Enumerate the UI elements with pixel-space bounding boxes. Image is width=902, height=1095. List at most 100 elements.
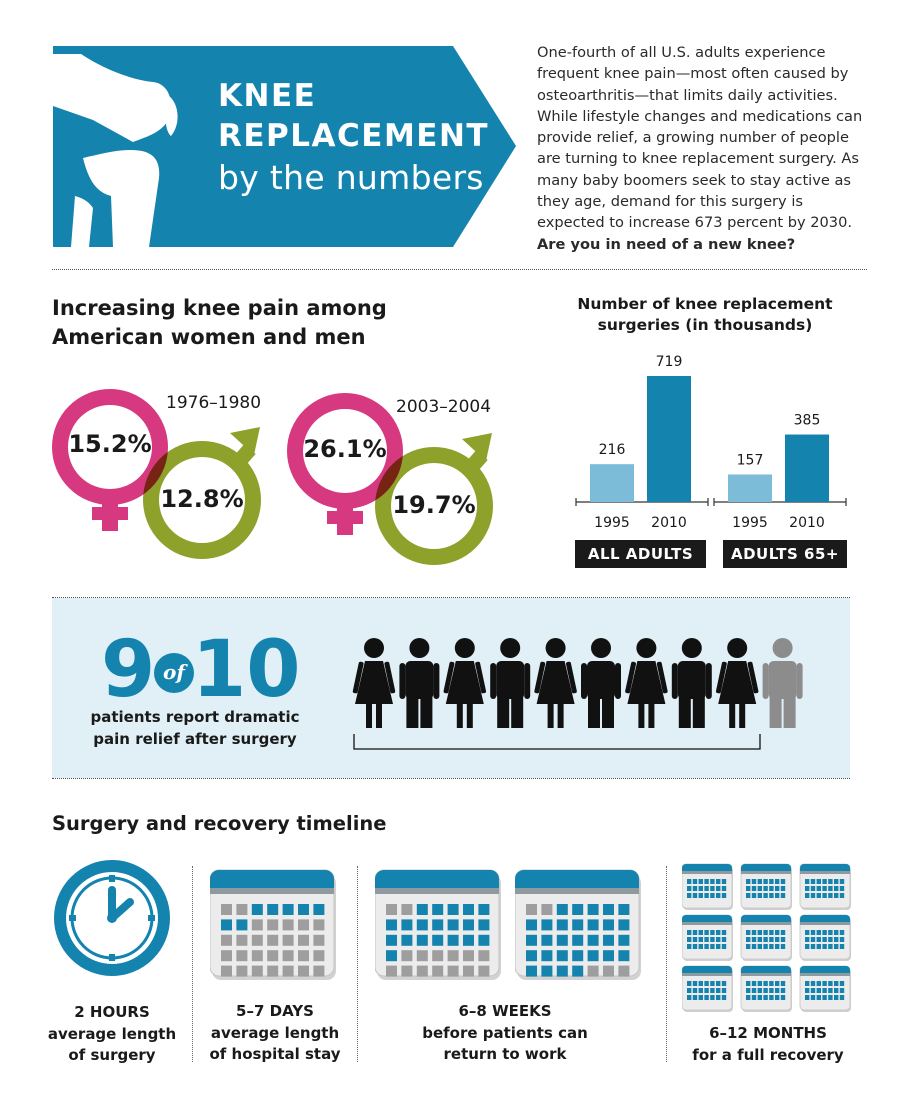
calendar-day [541,934,553,946]
calendar-day [618,950,630,962]
calendar-day [267,904,279,915]
calendar-day [478,919,490,931]
calendar-day [267,950,279,962]
chart-value-label: 719 [656,354,683,370]
calendar-day [313,934,325,946]
caption-line: 5–7 DAYS [236,1002,314,1020]
mini-calendar-icon [799,965,851,1012]
calendar-day [447,904,459,915]
divider [52,778,850,779]
calendar-day [313,919,325,931]
calendar-day [587,919,599,931]
caption-line: 6–8 WEEKS [458,1002,552,1020]
mini-calendar-icon [682,914,733,961]
calendar-day [572,904,584,915]
calendar-day [541,950,553,962]
calendar-day [587,904,599,915]
caption-line: return to work [443,1045,567,1063]
man-icon [671,638,712,728]
calendar-day [463,965,474,977]
woman-icon [715,638,759,728]
women-percent: 26.1% [303,435,387,463]
man-icon [490,638,531,728]
male-symbol-icon [375,433,493,565]
timeline-separator [357,866,358,1062]
female-symbol-icon [52,389,168,531]
caption-line: average length [47,1024,177,1043]
calendar-day [416,934,428,946]
chart-bar [590,464,634,502]
calendar-day [478,904,490,915]
banner-subtitle: by the numbers [218,158,484,197]
calendar-day [572,934,584,946]
chart-title: Number of knee replacement surgeries (in… [577,295,833,334]
calendar-day [236,934,248,946]
chart-value-label: 216 [599,442,626,458]
relief-ten: 10 [192,625,301,715]
timeline-caption: 5–7 DAYS average length of hospital stay [200,1001,350,1066]
calendar-day [236,904,248,915]
period-years: 1976–1980 [166,393,262,413]
calendar-day [236,950,248,962]
calendar-day [572,950,584,962]
calendar-day [401,904,413,915]
calendar-day [298,919,309,931]
mini-calendar-icon [682,863,733,910]
calendar-day [416,965,428,977]
calendar-day [618,919,630,931]
mini-calendar-icon [740,965,792,1012]
calendar-day [587,950,599,962]
calendar-day [236,965,248,977]
female-symbol-icon [287,393,403,535]
calendar-day [587,965,599,977]
relief-nine: 9 [101,625,156,715]
timeline-caption: 6–12 MONTHS for a full recovery [678,1023,858,1066]
timeline-caption: 6–8 WEEKS before patients can return to … [405,1001,605,1066]
chart-value-label: 385 [794,413,821,429]
relief-of-badge: of [154,653,194,693]
calendar-day [298,950,309,962]
calendar-header [210,870,334,888]
calendar-day [603,965,614,977]
calendar-day [478,965,490,977]
calendar-day [432,934,444,946]
calendar-day [541,965,553,977]
calendar-day [416,919,428,931]
calendar-day [386,919,397,931]
woman-icon [352,638,396,728]
calendar-day [447,919,459,931]
calendar-day [282,904,294,915]
calendar-day [282,950,294,962]
clock-icon [54,860,170,976]
intro-paragraph: One-fourth of all U.S. adults experience… [537,42,867,255]
mini-calendar-icon [740,863,792,910]
calendar-day [526,950,537,962]
calendar-day [526,919,537,931]
calendar-day [401,919,413,931]
calendar-grid-icon [682,863,851,1012]
timeline-separator [666,866,667,1062]
relief-caption-line2: pain relief after surgery [93,730,297,748]
calendar-day [267,965,279,977]
calendar-day [618,904,630,915]
intro-question: Are you in need of a new knee? [537,235,796,253]
calendar-day [447,934,459,946]
men-percent: 19.7% [392,491,476,519]
calendar-day [556,904,568,915]
calendar-day [526,965,537,977]
period-years: 2003–2004 [396,397,492,417]
calendar-day [251,919,263,931]
calendar-day [386,950,397,962]
caption-line: average length [210,1023,340,1042]
calendar-day [526,904,537,915]
banner-title-line1: KNEE [218,78,317,114]
calendar-day [603,919,614,931]
caption-line: of hospital stay [209,1045,341,1063]
calendar-day [556,965,568,977]
women-percent: 15.2% [68,430,152,458]
calendar-day [618,934,630,946]
man-icon [399,638,440,728]
pain-heading-line1: Increasing knee pain among [52,296,387,320]
calendar-day [298,965,309,977]
mini-calendar-icon [682,965,733,1012]
